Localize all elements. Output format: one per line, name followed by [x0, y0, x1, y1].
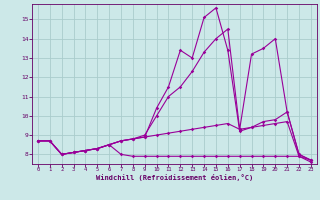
- X-axis label: Windchill (Refroidissement éolien,°C): Windchill (Refroidissement éolien,°C): [96, 174, 253, 181]
